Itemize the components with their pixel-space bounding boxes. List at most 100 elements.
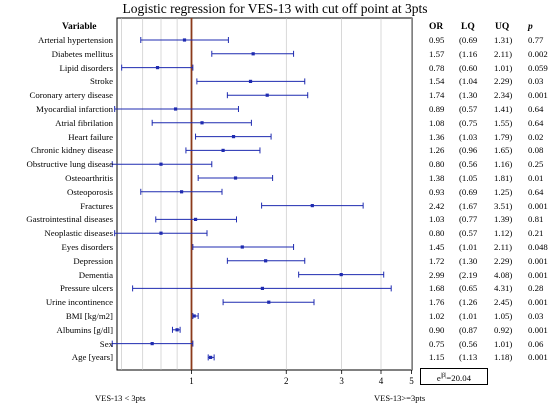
odds-ratio-point	[231, 135, 236, 139]
row-label: Age [years]	[71, 352, 113, 363]
uq-value: 1.12)	[494, 228, 513, 239]
p-value: 0.06	[528, 338, 544, 349]
statistic-superscript: |β|	[440, 373, 447, 379]
lq-value: (0.96	[459, 145, 478, 156]
or-value: 1.54	[429, 76, 445, 87]
odds-ratio-point	[192, 314, 196, 318]
row-label: Chronic kidney disease	[30, 145, 113, 156]
p-value: 0.21	[528, 228, 544, 239]
lq-value: (1.05	[459, 173, 478, 183]
lq-value: (0.56	[459, 159, 478, 170]
odds-ratio-point	[251, 52, 255, 56]
header-lq: LQ	[461, 22, 475, 32]
row-label: BMI [kg/m2]	[65, 311, 113, 321]
odds-ratio-point	[339, 273, 343, 277]
lq-value: (0.69	[459, 35, 478, 45]
p-value: 0.77	[528, 35, 544, 45]
odds-ratio-point	[159, 231, 163, 235]
p-value: 0.01	[528, 173, 544, 183]
row-label: Urine incontinence	[45, 297, 113, 308]
p-value: 0.001	[528, 255, 548, 266]
row-label: Gastrointestinal diseases	[26, 214, 113, 225]
p-value: 0.03	[528, 311, 544, 321]
or-value: 1.36	[429, 131, 445, 142]
lq-value: (1.01	[459, 311, 478, 321]
or-value: 1.38	[429, 173, 445, 183]
or-value: 1.26	[429, 145, 445, 156]
uq-value: 1.05)	[494, 311, 513, 321]
or-value: 1.76	[429, 297, 445, 308]
row-label: Neoplastic diseases	[44, 228, 113, 239]
or-value: 0.80	[429, 159, 445, 170]
row-label: Stroke	[90, 76, 113, 87]
p-value: 0.001	[528, 90, 548, 101]
uq-value: 2.11)	[494, 242, 512, 252]
or-value: 0.80	[429, 228, 445, 239]
or-value: 1.68	[429, 283, 445, 294]
or-value: 0.95	[429, 35, 445, 45]
lq-value: (0.75	[459, 117, 478, 128]
x-tick-label: 5	[409, 376, 414, 386]
odds-ratio-point	[155, 66, 160, 70]
row-label: Albumins [g/dl]	[56, 324, 113, 335]
row-label: Dementia	[78, 269, 113, 280]
uq-value: 1.25)	[494, 186, 513, 197]
x-tick-label: 1	[189, 376, 194, 386]
lq-value: (0.65	[459, 283, 478, 294]
x-tick-label: 3	[339, 376, 344, 386]
header-uq: UQ	[495, 22, 510, 32]
p-value: 0.64	[528, 186, 544, 197]
p-value: 0.28	[528, 283, 544, 294]
row-label: Sex	[99, 338, 113, 349]
odds-ratio-point	[310, 204, 314, 208]
lq-value: (2.19	[459, 269, 478, 280]
lq-value: (0.77	[459, 214, 478, 225]
row-label: Coronary artery disease	[29, 90, 113, 101]
p-value: 0.001	[528, 352, 548, 363]
uq-value: 1.55)	[494, 117, 513, 128]
row-label: Depression	[73, 255, 113, 266]
or-value: 1.02	[429, 311, 445, 321]
odds-ratio-point	[267, 300, 271, 304]
footer-right-label: VES-13>=3pts	[374, 393, 426, 403]
or-value: 0.75	[429, 338, 445, 349]
x-tick-label: 4	[379, 376, 384, 386]
p-value: 0.002	[528, 48, 548, 59]
row-label: Eyes disorders	[61, 242, 113, 252]
uq-value: 1.16)	[494, 159, 513, 170]
uq-value: 1.79)	[494, 131, 513, 142]
uq-value: 4.31)	[494, 283, 513, 294]
p-value: 0.001	[528, 297, 548, 308]
lq-value: (1.26	[459, 297, 478, 308]
odds-ratio-point	[221, 148, 225, 152]
odds-ratio-point	[193, 217, 198, 221]
or-value: 0.89	[429, 104, 445, 114]
p-value: 0.001	[528, 200, 548, 211]
odds-ratio-point	[233, 176, 238, 180]
p-value: 0.25	[528, 159, 544, 170]
or-value: 0.93	[429, 186, 445, 197]
odds-ratio-point	[240, 245, 244, 249]
odds-ratio-point	[150, 342, 154, 346]
header-or: OR	[429, 22, 444, 32]
or-value: 1.74	[429, 90, 445, 101]
or-value: 1.08	[429, 117, 445, 128]
lq-value: (1.01	[459, 242, 478, 252]
uq-value: 4.08)	[494, 269, 513, 280]
lq-value: (1.30	[459, 255, 478, 266]
plot-frame	[116, 17, 413, 371]
uq-value: 1.01)	[494, 62, 513, 73]
row-label: Pressure ulcers	[59, 283, 113, 294]
lq-value: (1.30	[459, 90, 478, 101]
uq-value: 2.34)	[494, 90, 513, 101]
p-value: 0.03	[528, 76, 544, 87]
odds-ratio-point	[173, 107, 178, 111]
odds-ratio-point	[248, 79, 253, 83]
odds-ratio-point	[200, 121, 204, 125]
or-value: 2.42	[429, 200, 445, 211]
uq-value: 1.41)	[494, 104, 513, 114]
row-label: Fractures	[80, 200, 113, 211]
header-p: p	[528, 22, 533, 32]
statistic-value: =20.04	[446, 372, 472, 383]
